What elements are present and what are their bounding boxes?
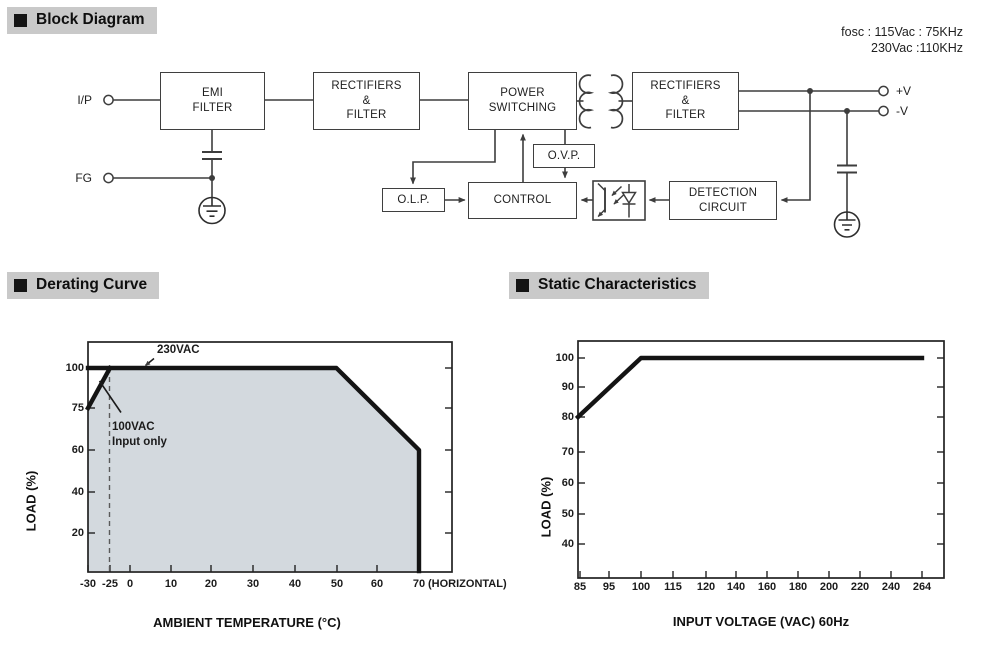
annotation-100vac: 100VAC Input only: [112, 421, 167, 448]
derating-fill-layer: [88, 368, 419, 571]
optocoupler-icon: [592, 180, 646, 221]
static-tick-marks: [578, 357, 944, 578]
block-rectifiers-filter-1: RECTIFIERS & FILTER: [313, 72, 420, 130]
vplus-label: +V: [896, 84, 912, 98]
block-detection-circuit: DETECTION CIRCUIT: [669, 181, 777, 220]
capacitor-icon: [202, 151, 222, 160]
block-ovp: O.V.P.: [533, 144, 595, 168]
section-header-derating: Derating Curve: [7, 272, 160, 299]
section-title: Static Characteristics: [538, 276, 697, 293]
static-curve-layer: [574, 355, 925, 421]
block-rectifiers-filter-2: RECTIFIERS & FILTER: [632, 72, 739, 130]
vminus-label: -V: [896, 104, 908, 118]
fg-terminal-label: FG: [75, 171, 92, 185]
section-marker-icon: [14, 13, 27, 27]
junction-dots: [209, 88, 850, 181]
fosc-line-2: 230Vac :110KHz: [871, 41, 963, 55]
capacitors: [202, 151, 857, 174]
curve-100vac-input-only: [85, 365, 113, 411]
annotation-arrow-230vac: [145, 357, 155, 367]
wire-switching-to-olp: [410, 130, 496, 185]
earth-ground-icon: [833, 211, 861, 238]
transformer-secondary-coil: [607, 74, 624, 129]
section-marker-icon: [14, 278, 27, 292]
vplus-terminal-icon: [878, 85, 889, 97]
section-title: Derating Curve: [36, 276, 148, 293]
junction-dot: [807, 88, 813, 94]
static-plot-frame: [577, 340, 945, 579]
input-terminal-icon: [103, 94, 114, 106]
junction-dot: [844, 108, 850, 114]
block-power-switching: POWER SWITCHING: [468, 72, 577, 130]
derating-curve-layer: [85, 365, 422, 574]
terminals: [103, 85, 889, 184]
derating-plot-frame: [87, 341, 453, 573]
section-title: Block Diagram: [36, 11, 145, 28]
fosc-note: fosc : 115Vac : 75KHz 230Vac :110KHz: [841, 24, 963, 56]
derating-allowed-area: [88, 368, 419, 571]
vminus-terminal-icon: [878, 105, 889, 117]
transformer-icon: [578, 74, 624, 129]
block-emi-filter: EMI FILTER: [160, 72, 265, 130]
fg-terminal-icon: [103, 172, 114, 184]
wire-sense-to-detection: [780, 91, 811, 203]
derating-ylabel: LOAD (%): [23, 470, 39, 532]
earth-ground-icon: [198, 196, 226, 225]
annotation-230vac: 230VAC: [157, 344, 200, 356]
section-marker-icon: [516, 278, 529, 292]
block-control: CONTROL: [468, 182, 577, 219]
transformer-primary-coil: [578, 74, 595, 129]
section-header-static: Static Characteristics: [509, 272, 709, 299]
curve-230vac: [85, 365, 422, 574]
input-terminal-label: I/P: [77, 93, 92, 107]
derating-xlabel: AMBIENT TEMPERATURE (°C): [153, 615, 341, 630]
grounds: [198, 196, 861, 238]
static-xlabel: INPUT VOLTAGE (VAC) 60Hz: [672, 614, 850, 629]
capacitor-icon: [837, 164, 857, 174]
section-header-block-diagram: Block Diagram: [7, 7, 157, 34]
junction-dot: [209, 175, 215, 181]
derating-x-suffix: (HORIZONTAL): [428, 578, 507, 590]
curve-load: [574, 355, 925, 421]
annotation-leader-100vac: [98, 380, 122, 413]
block-olp: O.L.P.: [382, 188, 445, 212]
fosc-line-1: fosc : 115Vac : 75KHz: [841, 25, 963, 39]
static-ylabel: LOAD (%): [538, 476, 554, 538]
